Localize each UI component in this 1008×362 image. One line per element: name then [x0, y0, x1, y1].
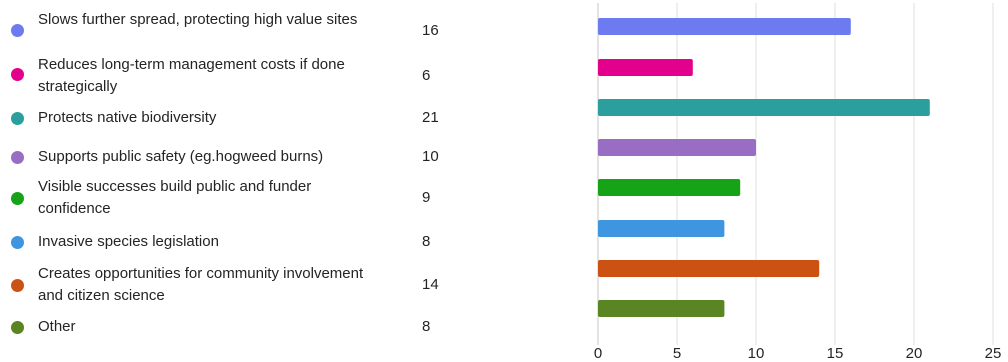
- series-color-dot: [11, 236, 24, 249]
- legend-count: 14: [422, 276, 439, 293]
- series-color-dot: [11, 68, 24, 81]
- legend-label: Supports public safety (eg.hogweed burns…: [38, 148, 324, 165]
- series-color-dot: [11, 192, 24, 205]
- legend-item: Other 8: [0, 308, 470, 348]
- legend-label: Reduces long-term management costs if do…: [38, 56, 345, 95]
- x-tick-label: 5: [673, 345, 681, 362]
- legend-label: Creates opportunities for community invo…: [38, 265, 364, 304]
- series-color-dot: [11, 279, 24, 292]
- bar: [598, 220, 725, 237]
- legend-item: Slows further spread, protecting high va…: [0, 7, 470, 47]
- bar: [598, 18, 851, 35]
- bar: [598, 139, 756, 156]
- legend-count: 16: [422, 22, 439, 39]
- x-tick-label: 20: [906, 345, 923, 362]
- legend-count: 6: [422, 67, 431, 84]
- bar: [598, 300, 725, 317]
- legend-label: Visible successes build public and funde…: [38, 178, 312, 217]
- legend-item: Protects native biodiversity 21: [0, 98, 470, 138]
- x-tick-label: 25: [985, 345, 1002, 362]
- legend-item: Creates opportunities for community invo…: [0, 262, 470, 304]
- legend-label: Slows further spread, protecting high va…: [38, 11, 358, 28]
- x-tick-label: 0: [594, 345, 602, 362]
- legend-item: Reduces long-term management costs if do…: [0, 54, 470, 95]
- bar: [598, 179, 741, 196]
- legend-count: 21: [422, 109, 439, 126]
- bar: [598, 99, 930, 116]
- bar: [598, 260, 820, 277]
- legend-count: 9: [422, 189, 431, 206]
- series-color-dot: [11, 321, 24, 334]
- series-color-dot: [11, 112, 24, 125]
- legend-item: Supports public safety (eg.hogweed burns…: [0, 137, 470, 177]
- legend-count: 10: [422, 148, 439, 165]
- bar: [598, 59, 693, 76]
- legend-count: 8: [422, 318, 431, 335]
- legend: Slows further spread, protecting high va…: [0, 0, 470, 362]
- legend-label: Invasive species legislation: [38, 233, 219, 250]
- series-color-dot: [11, 151, 24, 164]
- legend-item: Invasive species legislation 8: [0, 222, 470, 262]
- legend-count: 8: [422, 233, 431, 250]
- legend-label: Other: [38, 318, 76, 335]
- legend-item: Visible successes build public and funde…: [0, 176, 470, 217]
- x-tick-label: 15: [827, 345, 844, 362]
- x-tick-label: 10: [748, 345, 765, 362]
- legend-label: Protects native biodiversity: [38, 109, 217, 126]
- series-color-dot: [11, 24, 24, 37]
